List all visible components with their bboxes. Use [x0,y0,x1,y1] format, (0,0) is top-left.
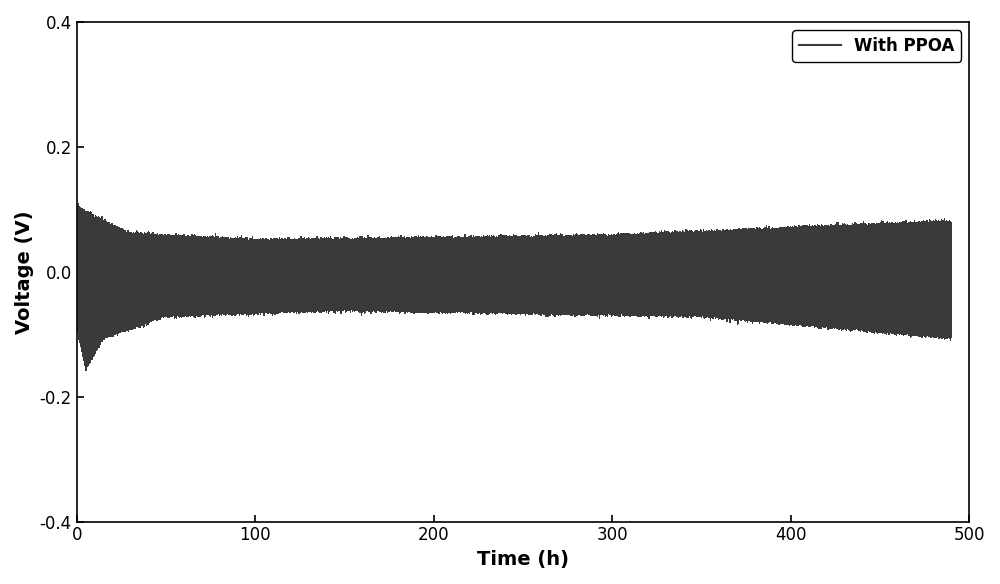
Legend: With PPOA: With PPOA [792,30,961,62]
Y-axis label: Voltage (V): Voltage (V) [15,210,34,333]
X-axis label: Time (h): Time (h) [477,550,569,569]
